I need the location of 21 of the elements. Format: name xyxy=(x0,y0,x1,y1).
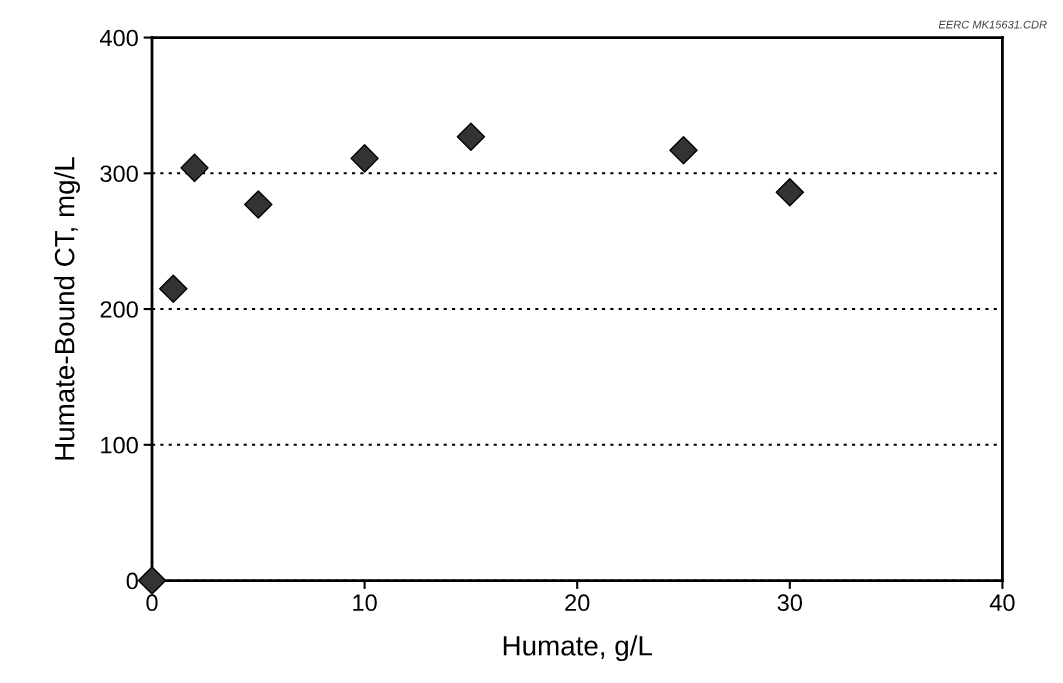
point xyxy=(669,136,698,165)
y-tick-label: 200 xyxy=(100,301,138,318)
y-axis-title: Humate-Bound CT, mg/L xyxy=(54,157,80,460)
x-tick-label: 20 xyxy=(565,594,590,612)
point xyxy=(137,566,167,595)
x-axis-title: Humate, g/L xyxy=(503,635,652,662)
y-tick-label: 0 xyxy=(126,572,138,590)
y-tick-label: 400 xyxy=(99,29,138,47)
point xyxy=(180,153,209,183)
x-tick-label: 40 xyxy=(989,594,1015,612)
y-tick-label: 300 xyxy=(100,165,138,183)
point xyxy=(159,274,188,303)
x-tick-label: 10 xyxy=(353,594,377,612)
text: EERC MK15631.CDR xyxy=(938,20,1047,29)
x-tick-label: 30 xyxy=(777,594,803,612)
x-tick-label: 0 xyxy=(146,594,158,612)
point xyxy=(456,122,486,151)
point xyxy=(775,178,805,207)
point xyxy=(350,144,379,173)
point xyxy=(244,190,273,219)
y-tick-label: 100 xyxy=(101,436,138,454)
